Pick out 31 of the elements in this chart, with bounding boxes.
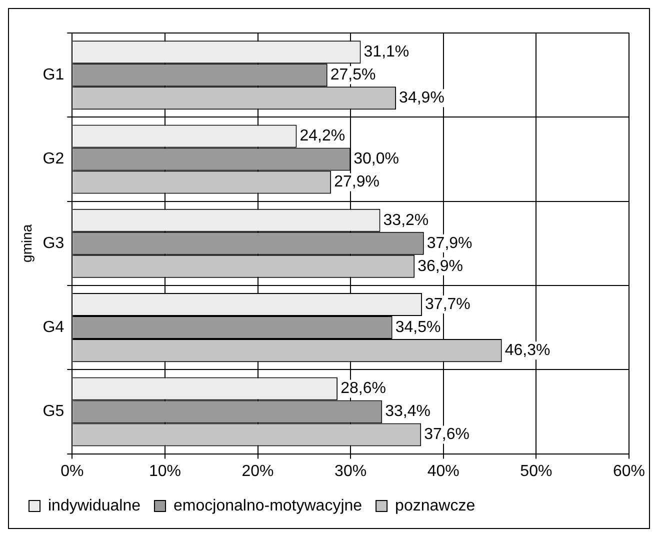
data-label: 24,2% (300, 128, 346, 145)
data-label: 37,6% (424, 426, 470, 444)
y-axis-title: gmina (18, 224, 34, 262)
data-label: 31,1% (364, 43, 410, 60)
data-label: 28,6% (340, 380, 386, 398)
x-tick-label: 40% (427, 462, 460, 480)
data-label: 27,5% (330, 66, 376, 84)
legend-label: emocjonalno-motywacyjne (174, 497, 362, 514)
y-tick-label: G2 (42, 150, 64, 168)
legend-label: indywidualne (48, 497, 141, 514)
data-label: 46,3% (504, 342, 550, 359)
data-label: 37,9% (426, 234, 472, 252)
data-label: 27,9% (334, 174, 380, 191)
x-tick-label: 20% (242, 462, 274, 480)
y-tick-label: G5 (42, 403, 64, 420)
data-label: 36,9% (418, 258, 463, 275)
data-label: 34,5% (395, 318, 441, 336)
y-tick-label: G4 (42, 318, 64, 336)
x-tick-label: 0% (60, 462, 84, 480)
data-label: 30,0% (354, 150, 399, 168)
data-label: 34,9% (399, 89, 444, 106)
x-tick-label: 60% (612, 462, 646, 480)
x-tick-label: 30% (334, 462, 367, 480)
y-tick-label: G1 (42, 66, 64, 84)
data-label: 33,4% (385, 403, 430, 420)
legend-label: poznawcze (395, 497, 476, 514)
y-tick-label: G3 (42, 234, 64, 252)
data-label: 33,2% (383, 212, 429, 229)
x-tick-label: 10% (148, 462, 181, 480)
data-label: 37,7% (425, 296, 470, 313)
x-tick-label: 50% (520, 462, 552, 480)
